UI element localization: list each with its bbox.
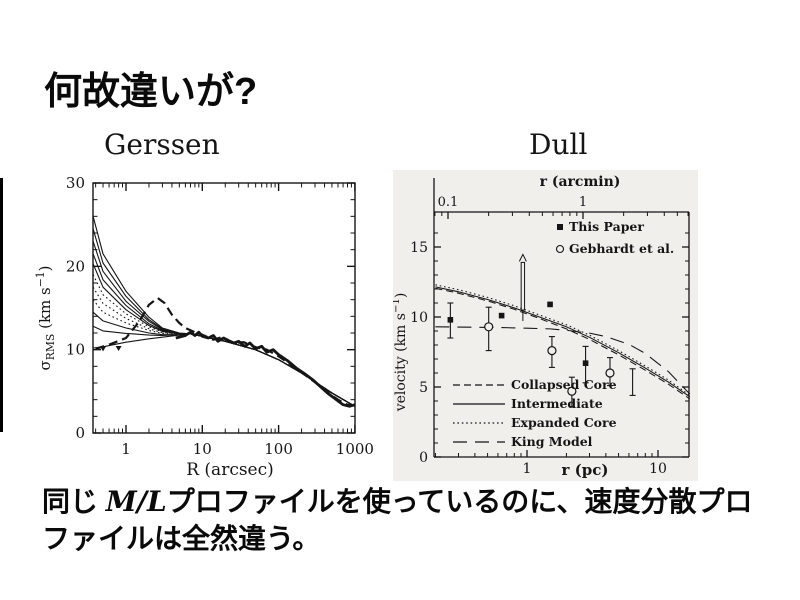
x-tick-label: 1 [121, 440, 131, 458]
x-tick-label: 1 [523, 461, 532, 477]
legend-line-label: Expanded Core [511, 415, 617, 430]
caption-line-2: ファイルは全然違う。 [42, 523, 321, 554]
arrow-head [518, 253, 527, 262]
point-this-paper [547, 301, 553, 308]
series-intermediate [435, 286, 691, 398]
y-tick-label: 30 [66, 174, 85, 192]
observed-dashed [95, 296, 356, 407]
dull-chart: 0 5 10 15 1 10 0.1 1 r (arcmin) r (pc) velocity (k… [393, 170, 698, 481]
y-tick-label: 5 [419, 380, 428, 396]
plot-frame [92, 182, 356, 434]
x-axis-label: R (arcsec) [186, 460, 274, 480]
legend-marker-circle [555, 244, 565, 254]
legend-point-label: Gebhardt et al. [569, 241, 674, 256]
series-model-17.5 [92, 286, 356, 407]
caption: 同じ M/Lプロファイルを使っているのに、速度分散プロ ファイルは全然違う。 [42, 483, 752, 557]
point-this-paper [447, 317, 454, 323]
top-tick-label: 1 [579, 195, 587, 210]
point-gebhardt [605, 368, 615, 378]
x-tick-label: 100 [264, 440, 293, 458]
series-king-model [435, 326, 691, 395]
x-tick-label: 10 [193, 440, 212, 458]
series-model-14.5 [92, 311, 356, 407]
series-model-10.2 [93, 333, 356, 407]
y-tick-label: 20 [66, 257, 85, 275]
series-model-24.5 [92, 228, 356, 407]
gerssen-plot-title: Gerssen [104, 128, 220, 161]
y-tick-label: 0 [75, 424, 85, 442]
gerssen-chart: 0 10 20 30 1 10 100 1000 R (arcsec) σRMS (km s−1) [34, 174, 374, 480]
observed-solid [175, 330, 356, 408]
legend-line-label: Collapsed Core [511, 377, 617, 392]
y-tick-label: 0 [419, 450, 428, 466]
caption-math-ml: M/L [105, 485, 167, 518]
series-collapsed-core [435, 287, 691, 400]
top-tick-label: 0.1 [438, 195, 459, 210]
slide-edge-line [0, 178, 3, 432]
x-tick-label: 1000 [336, 440, 374, 458]
legend-marker-square [557, 224, 563, 230]
caption-text: プロファイルを使っているのに、速度分散プロ [166, 486, 753, 517]
point-gebhardt [484, 322, 494, 332]
dull-plot-title: Dull [529, 128, 588, 161]
series-model-26.0 [92, 216, 356, 407]
caption-text: 同じ [42, 486, 106, 517]
slide-title: 何故違いが? [44, 71, 258, 113]
y-tick-label: 10 [66, 341, 85, 359]
point-this-paper [498, 312, 505, 319]
legend-line-label: Intermediate [511, 396, 603, 411]
legend-point-label: This Paper [569, 219, 644, 234]
y-tick-label: 15 [410, 240, 428, 256]
data-marker [100, 346, 107, 352]
point-gebhardt [567, 386, 577, 396]
caption-line-1: 同じ M/Lプロファイルを使っているのに、速度分散プロ [42, 483, 752, 520]
x-axis-label: r (pc) [562, 461, 609, 479]
y-axis-label: σRMS (km s−1) [34, 265, 57, 370]
point-gebhardt [547, 346, 557, 356]
panel-background [393, 170, 698, 481]
top-axis-label: r (arcmin) [540, 174, 621, 190]
y-tick-label: 10 [410, 310, 428, 326]
x-tick-label: 10 [649, 461, 667, 477]
series-model-20.3 [92, 263, 356, 407]
point-this-paper [582, 360, 589, 366]
data-marker [115, 346, 122, 352]
legend-line-label: King Model [511, 434, 593, 449]
series-model-16.0 [92, 299, 356, 407]
series-expanded-core [435, 284, 691, 396]
y-axis-label: velocity (km s−1) [393, 293, 409, 413]
